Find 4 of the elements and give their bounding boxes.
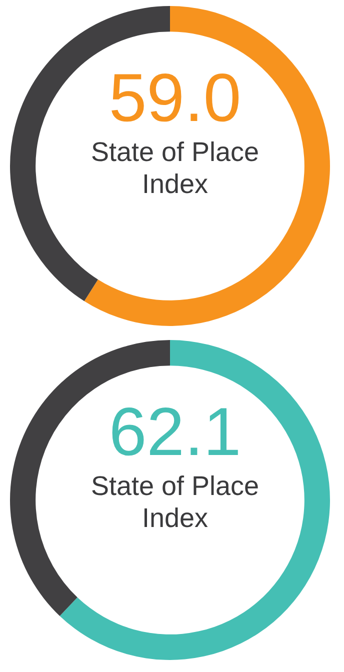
data-label: 62.1 xyxy=(108,394,242,470)
text: State of Place Index xyxy=(90,470,260,534)
text: State of Place Index xyxy=(90,136,260,200)
data-label: 59.0 xyxy=(108,60,242,136)
